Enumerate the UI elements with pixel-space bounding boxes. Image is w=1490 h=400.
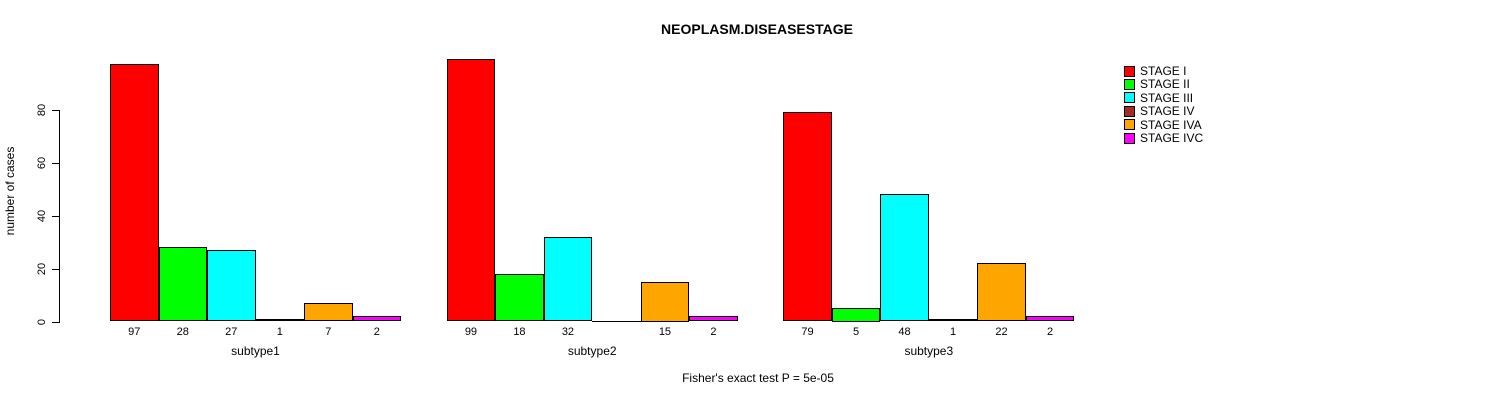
- bar-subtype2-stage-iv: [592, 320, 641, 322]
- legend-label-stage-iva: STAGE IVA: [1140, 117, 1202, 132]
- y-axis-tick-label: 40: [36, 209, 48, 222]
- y-axis-tick: [52, 215, 59, 217]
- x-axis-label-subtype1: subtype1: [231, 344, 280, 358]
- bar-value-label: 79: [801, 325, 814, 338]
- bar-value-label: 1: [276, 325, 283, 338]
- x-axis-label-subtype3: subtype3: [904, 344, 954, 358]
- y-axis-line: [59, 109, 60, 323]
- legend-swatch-stage-ivc: [1124, 132, 1135, 144]
- y-axis-tick-label: 60: [36, 156, 48, 169]
- bar-subtype3-stage-ivc: [1025, 316, 1075, 322]
- bar-value-label: 15: [658, 325, 672, 338]
- bar-value-label: 28: [176, 325, 189, 338]
- bar-subtype3-stage-i: [783, 112, 832, 322]
- y-axis-tick: [52, 268, 59, 270]
- bar-subtype1-stage-iv: [255, 318, 304, 322]
- bar-value-label: 7: [325, 325, 332, 338]
- chart-title: NEOPLASM.DISEASESTAGE: [661, 21, 853, 37]
- bar-subtype3-stage-iv: [928, 318, 978, 322]
- legend-label-stage-iii: STAGE III: [1140, 90, 1194, 105]
- legend-swatch-stage-iva: [1124, 119, 1135, 131]
- bar-value-label: 2: [710, 325, 717, 338]
- bar-subtype1-stage-i: [110, 64, 159, 322]
- bar-value-label: 97: [128, 325, 141, 338]
- y-axis-tick: [52, 162, 59, 164]
- y-axis-label: number of cases: [3, 146, 17, 236]
- bar-subtype1-stage-ivc: [352, 316, 401, 322]
- legend-swatch-stage-i: [1124, 65, 1135, 77]
- bar-subtype3-stage-ii: [831, 308, 881, 322]
- bar-value-label: 99: [464, 325, 478, 338]
- bar-subtype3-stage-iii: [880, 194, 929, 322]
- bar-value-label: 2: [373, 325, 380, 338]
- y-axis-tick-label: 20: [36, 262, 48, 275]
- annotation-fisher-test: Fisher's exact test P = 5e-05: [682, 371, 834, 385]
- y-axis-tick-label: 0: [36, 318, 48, 325]
- legend-swatch-stage-iv: [1124, 105, 1135, 117]
- bar-value-label: 22: [995, 325, 1008, 338]
- bar-value-label: 48: [898, 325, 911, 338]
- bar-subtype1-stage-iva: [304, 302, 353, 322]
- x-axis-label-subtype2: subtype2: [567, 344, 617, 358]
- legend-label-stage-ivc: STAGE IVC: [1140, 131, 1204, 145]
- bar-value-label: 32: [561, 325, 575, 338]
- bar-subtype2-stage-iva: [640, 281, 690, 322]
- y-axis-tick: [52, 109, 59, 111]
- bar-value-label: 18: [513, 325, 526, 338]
- bar-subtype2-stage-iii: [543, 236, 593, 322]
- legend-label-stage-iv: STAGE IV: [1140, 104, 1195, 119]
- bar-value-label: 1: [949, 325, 957, 338]
- y-axis-tick-label: 80: [36, 103, 48, 116]
- bar-subtype2-stage-ivc: [689, 316, 738, 322]
- bar-subtype3-stage-iva: [977, 263, 1026, 322]
- y-axis-tick: [52, 321, 59, 323]
- bar-value-label: 2: [1046, 325, 1054, 338]
- bar-value-label: 5: [852, 325, 860, 338]
- legend-swatch-stage-ii: [1124, 78, 1135, 90]
- bar-subtype1-stage-iii: [207, 249, 256, 322]
- bar-value-label: 27: [225, 325, 238, 338]
- legend-label-stage-ii: STAGE II: [1140, 77, 1190, 92]
- bar-subtype2-stage-i: [446, 59, 496, 322]
- bar-subtype2-stage-ii: [495, 273, 544, 322]
- legend-swatch-stage-iii: [1124, 92, 1135, 104]
- bar-subtype1-stage-ii: [158, 247, 207, 322]
- legend-label-stage-i: STAGE I: [1140, 64, 1187, 78]
